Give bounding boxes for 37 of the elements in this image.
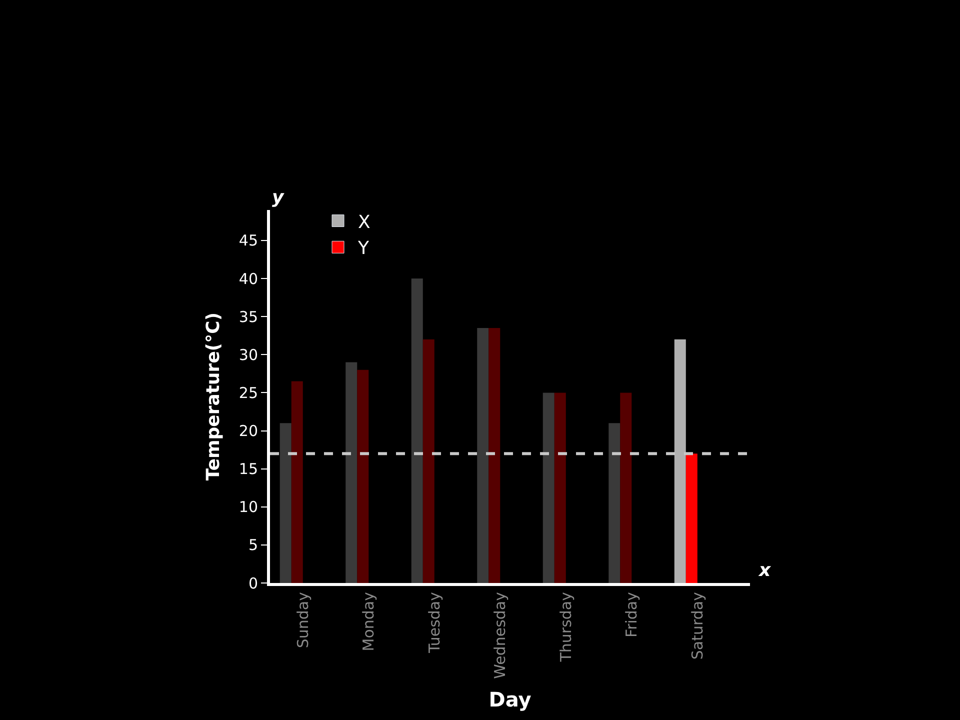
y-tick-label: 45 [238,232,258,250]
y-tick-label: 10 [238,498,258,516]
x-tick-label: Wednesday [491,592,510,679]
bar [357,370,369,583]
bar [554,392,566,583]
y-tick-label: 5 [248,536,258,554]
bar [608,423,620,583]
y-tick-label: 30 [238,346,258,364]
bar [411,278,423,583]
legend-label: X [358,212,370,233]
x-axis-title: Day [488,687,532,712]
y-tick-label: 15 [238,460,258,478]
text: y [272,187,285,208]
bar [280,423,292,583]
bar [346,362,358,583]
x-tick-label: Sunday [294,592,312,648]
bar [291,381,303,583]
y-tick-label: 20 [238,422,258,440]
bar [542,392,554,583]
bar [422,339,434,583]
text: x [758,560,772,581]
y-axis-title: Temperature(°C) [203,312,224,481]
x-tick-label: Tuesday [425,592,444,654]
bar [488,328,500,583]
bar [620,392,632,583]
y-tick-label: 35 [238,308,258,326]
bar [686,454,698,583]
y-tick-label: 25 [238,384,258,402]
x-tick-label: Monday [360,592,378,652]
bar [477,328,489,583]
y-tick-label: 0 [248,574,258,592]
y-tick-label: 40 [238,270,258,288]
x-tick-label: Thursday [556,592,575,663]
x-tick-label: Friday [622,592,641,638]
legend-label: Y [357,238,370,260]
x-tick-label: Saturday [688,592,706,660]
bar [674,339,686,583]
